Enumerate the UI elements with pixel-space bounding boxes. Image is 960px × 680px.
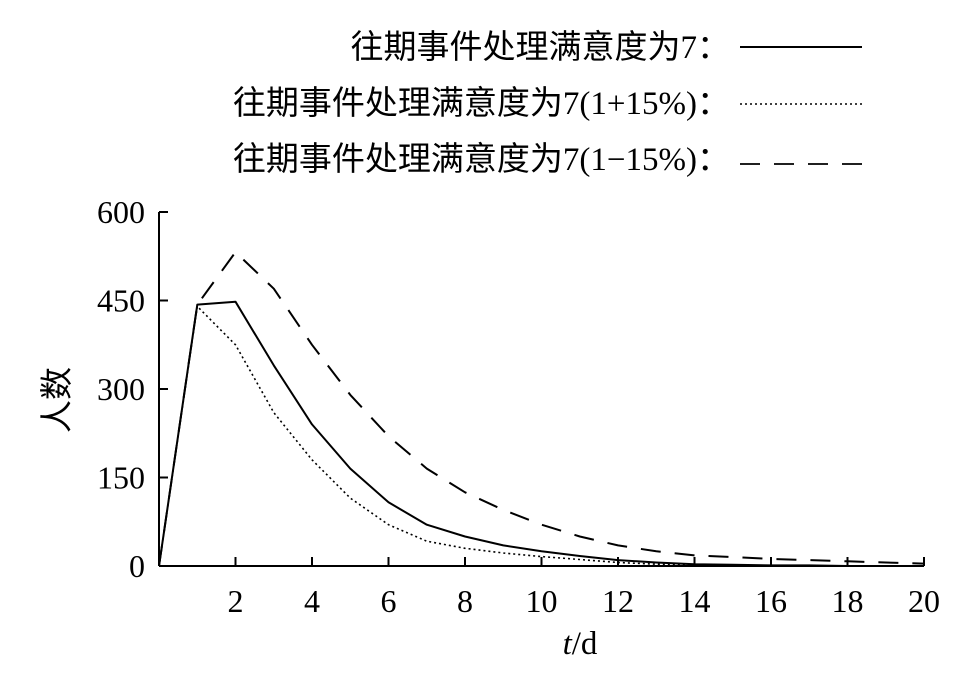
x-tick-label: 16 xyxy=(755,583,787,619)
x-axis-label: t/d xyxy=(563,626,598,662)
x-tick-label: 20 xyxy=(908,583,940,619)
y-ticks: 0 150 300 450 600 xyxy=(97,194,168,584)
x-tick-label: 6 xyxy=(381,583,397,619)
y-tick-label: 450 xyxy=(97,283,145,319)
y-tick-label: 300 xyxy=(97,371,145,407)
x-tick-label: 10 xyxy=(526,583,558,619)
y-tick-label: 0 xyxy=(129,548,145,584)
series-line-1 xyxy=(158,300,924,567)
y-tick-label: 600 xyxy=(97,194,145,230)
legend: 往期事件处理满意度为7： 往期事件处理满意度为7(1+15%)： 往期事件处理满… xyxy=(233,29,862,178)
legend-label-series-1: 往期事件处理满意度为7： xyxy=(351,29,731,66)
y-axis-label: 人数 xyxy=(39,367,76,433)
x-tick-label: 8 xyxy=(457,583,473,619)
x-tick-label: 4 xyxy=(304,583,320,619)
series-line-2 xyxy=(158,305,924,567)
y-tick-label: 150 xyxy=(97,460,145,496)
legend-label-series-2: 往期事件处理满意度为7(1+15%)： xyxy=(233,85,730,122)
x-tick-label: 18 xyxy=(832,583,864,619)
x-axis-label-unit: /d xyxy=(572,626,598,662)
axes: 2 4 6 8 10 12 14 16 18 20 0 150 300 450 600 xyxy=(97,194,940,619)
legend-label-series-3: 往期事件处理满意度为7(1−15%)： xyxy=(233,141,730,178)
x-tick-label: 2 xyxy=(228,583,244,619)
series-group xyxy=(158,251,925,567)
x-tick-label: 12 xyxy=(602,583,634,619)
series-line-3 xyxy=(158,251,925,567)
x-tick-label: 14 xyxy=(679,583,711,619)
x-axis-label-var: t xyxy=(563,626,573,662)
